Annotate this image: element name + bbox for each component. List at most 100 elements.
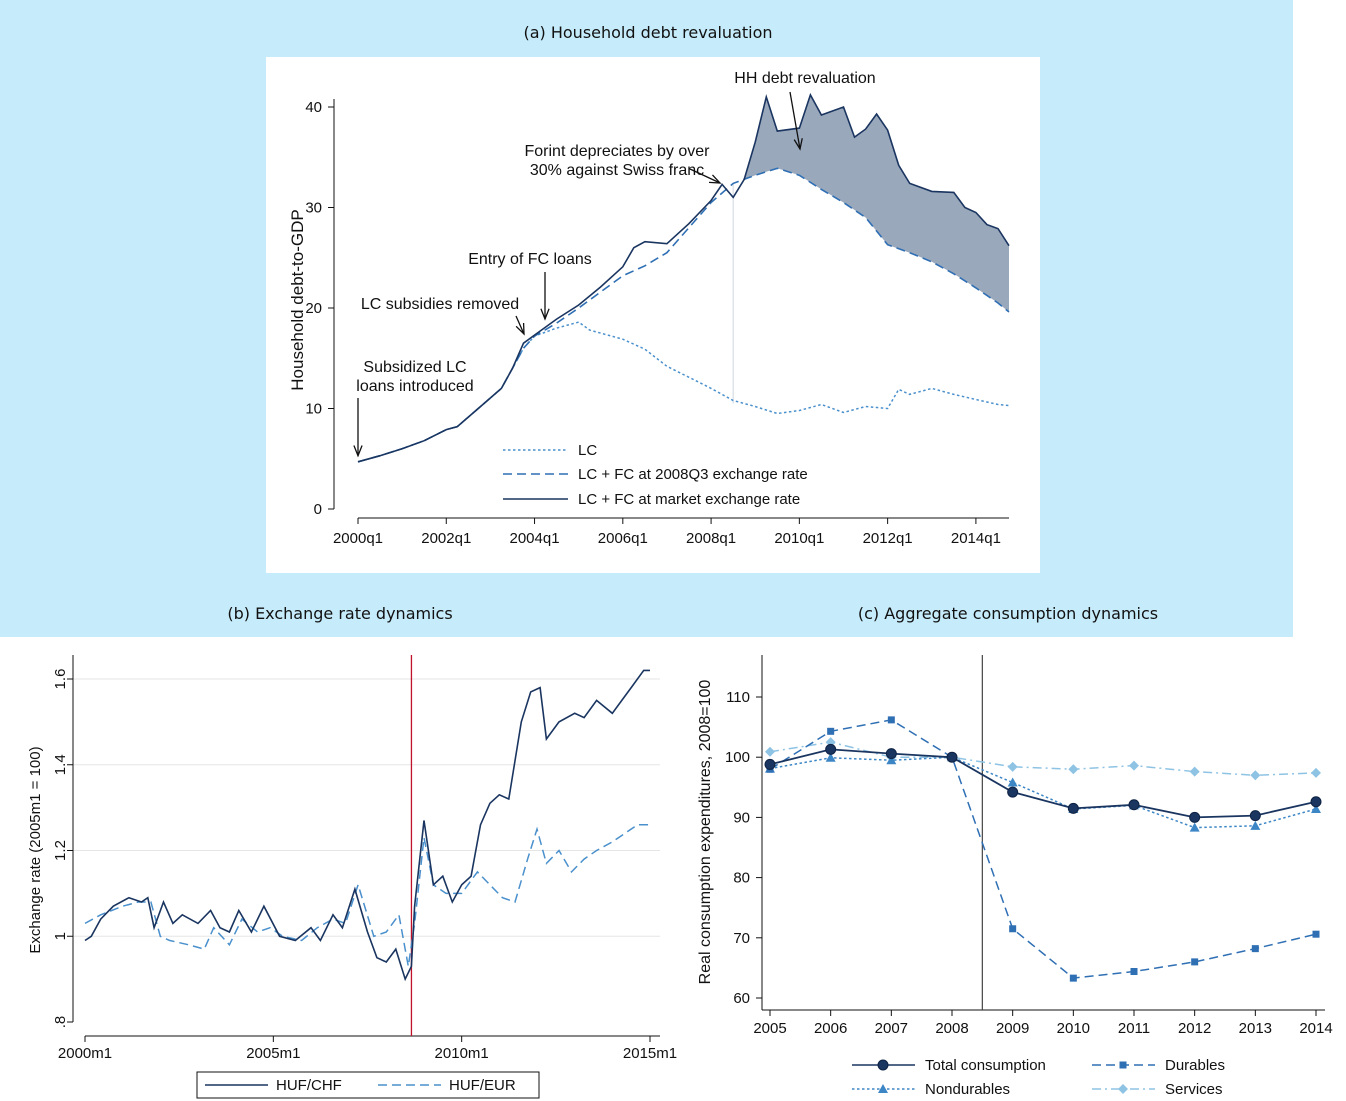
annotation-arrow-head	[515, 322, 525, 336]
data-point-total-consumption	[825, 743, 837, 755]
annotation-label: HH debt revaluation	[734, 70, 875, 87]
y-tick-label-a: 40	[305, 99, 322, 116]
data-point-nondurables	[1189, 822, 1200, 832]
data-point-total-consumption	[946, 751, 958, 763]
y-tick-label-a: 30	[305, 200, 322, 217]
data-point-total-consumption	[764, 758, 776, 770]
x-tick-label-a: 2004q1	[510, 530, 560, 547]
revaluation-area	[744, 94, 1009, 313]
data-point-total-consumption	[1310, 796, 1322, 808]
series-line-durables	[769, 719, 1317, 979]
data-point-durables	[1009, 925, 1017, 933]
data-point-services	[1189, 766, 1200, 777]
x-tick-label-c: 2005	[753, 1020, 786, 1037]
annotation-arrow-shaft	[515, 315, 525, 335]
data-point-durables	[1130, 968, 1138, 976]
x-tick-label-a: 2010q1	[774, 530, 824, 547]
x-tick-label-a: 2002q1	[421, 530, 471, 547]
x-tick-label-b: 2010m1	[435, 1045, 489, 1062]
annotation-arrow-shaft	[789, 91, 801, 150]
legend-label-c: Total consumption	[925, 1057, 1046, 1074]
y-tick-label-c: 60	[733, 990, 750, 1007]
y-tick-label-c: 80	[733, 870, 750, 887]
x-tick-label-c: 2013	[1239, 1020, 1272, 1037]
x-tick-label-a: 2006q1	[598, 530, 648, 547]
y-tick-label-c: 90	[733, 809, 750, 826]
x-tick-label-a: 2008q1	[686, 530, 736, 547]
series-line-huf-eur	[84, 824, 650, 967]
x-tick-label-c: 2006	[814, 1020, 847, 1037]
x-tick-label-b: 2005m1	[246, 1045, 300, 1062]
legend-label-c: Nondurables	[925, 1081, 1010, 1098]
panel-c-title: (c) Aggregate consumption dynamics	[857, 604, 1159, 623]
legend-label-a: LC + FC at 2008Q3 exchange rate	[578, 466, 808, 483]
panel-a-title: (a) Household debt revaluation	[523, 23, 773, 42]
data-point-nondurables	[825, 752, 836, 762]
series-line-total-consumption	[769, 748, 1317, 819]
x-tick-label-c: 2011	[1118, 1020, 1150, 1037]
x-tick-label-a: 2000q1	[333, 530, 383, 547]
annotation-label: loans introduced	[356, 378, 473, 395]
data-point-services	[1250, 770, 1261, 781]
annotation-label: Entry of FC loans	[468, 251, 592, 268]
y-tick-label-b: 1.2	[52, 840, 69, 861]
legend-marker-c	[1119, 1061, 1127, 1069]
data-point-total-consumption	[885, 748, 897, 760]
annotation-arrow-head	[793, 138, 803, 151]
series-line-services	[769, 741, 1317, 777]
data-point-total-consumption	[1067, 802, 1079, 814]
series-line-nondurables	[769, 756, 1317, 829]
legend-label-a: LC + FC at market exchange rate	[578, 491, 800, 508]
data-point-services	[1068, 764, 1079, 775]
series-line-huf-chf	[84, 669, 650, 982]
annotation-label: 30% against Swiss franc	[530, 162, 704, 179]
legend-label-c: Services	[1165, 1081, 1223, 1098]
series-line-lc-fc-market	[357, 92, 1010, 463]
x-tick-label-a: 2012q1	[863, 530, 913, 547]
y-axis-label-c: Real consumption expenditures, 2008=100	[697, 680, 714, 985]
data-point-services	[1129, 760, 1139, 771]
x-tick-label-c: 2007	[875, 1020, 908, 1037]
legend-marker-c	[877, 1059, 889, 1071]
legend-label-b: HUF/EUR	[449, 1077, 516, 1094]
x-tick-label-a: 2014q1	[951, 530, 1001, 547]
data-point-nondurables	[1250, 820, 1261, 830]
x-tick-label-c: 2008	[935, 1020, 968, 1037]
annotation-label: LC subsidies removed	[361, 296, 519, 313]
y-tick-label-b: 1.4	[52, 754, 69, 775]
data-point-services	[765, 746, 775, 757]
data-point-services	[1007, 761, 1018, 772]
data-point-total-consumption	[1249, 810, 1261, 822]
data-point-durables	[1191, 958, 1199, 966]
annotation-arrow-head	[708, 174, 722, 184]
legend-label-c: Durables	[1165, 1057, 1225, 1074]
x-tick-label-b: 2015m1	[623, 1045, 677, 1062]
annotation-arrow-head	[353, 445, 363, 458]
legend-marker-c	[1118, 1084, 1128, 1094]
data-point-durables	[1069, 974, 1077, 982]
y-axis-label-a: Household debt-to-GDP	[288, 209, 307, 390]
x-tick-label-c: 2014	[1299, 1020, 1332, 1037]
data-point-nondurables	[1311, 803, 1321, 813]
y-tick-label-a: 10	[305, 401, 322, 418]
legend-label-b: HUF/CHF	[276, 1077, 342, 1094]
y-tick-label-a: 0	[314, 501, 322, 518]
y-tick-label-c: 110	[726, 689, 750, 706]
data-point-total-consumption	[1189, 811, 1201, 823]
y-axis-label-b: Exchange rate (2005m1 = 100)	[27, 746, 44, 953]
x-tick-label-c: 2012	[1178, 1020, 1211, 1037]
y-tick-label-b: 1	[52, 932, 69, 940]
data-point-nondurables	[1007, 777, 1018, 787]
y-tick-label-b: 1.6	[52, 669, 69, 690]
x-tick-label-c: 2010	[1057, 1020, 1090, 1037]
data-point-total-consumption	[1007, 786, 1019, 798]
annotation-arrow-head	[540, 308, 550, 321]
data-point-services	[1311, 767, 1321, 778]
y-tick-label-b: .8	[52, 1016, 69, 1029]
y-tick-label-a: 20	[305, 300, 322, 317]
data-point-durables	[1312, 930, 1320, 938]
panel-a-plot-background	[266, 57, 1040, 573]
x-tick-label-b: 2000m1	[58, 1045, 112, 1062]
annotation-arrow-shaft	[689, 168, 721, 184]
